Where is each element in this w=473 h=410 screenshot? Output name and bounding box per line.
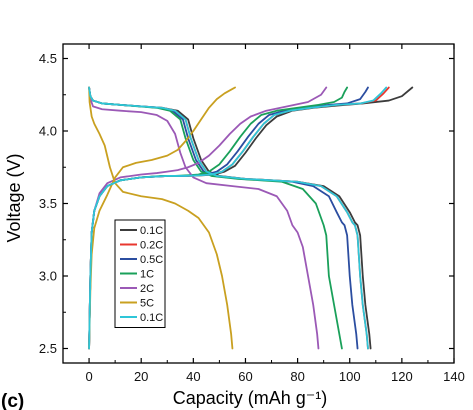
legend: 0.1C 0.2C 0.5C 1C 2C 5C 0.1C <box>114 219 166 328</box>
discharge-curve <box>88 86 234 350</box>
series-5 <box>88 86 236 350</box>
curves-group <box>88 86 414 350</box>
x-tick-label: 80 <box>290 369 304 384</box>
x-tick-label: 40 <box>186 369 200 384</box>
y-tick-label: 3.5 <box>39 196 57 211</box>
legend-label: 0.2C <box>140 240 163 252</box>
x-tick-label: 0 <box>85 369 92 384</box>
legend-label: 5C <box>140 298 154 310</box>
panel-label: (c) <box>1 391 24 410</box>
x-tick-label: 20 <box>134 369 148 384</box>
legend-label: 2C <box>140 283 154 295</box>
x-tick-label: 100 <box>339 369 361 384</box>
y-tick-label: 4.0 <box>39 124 57 139</box>
charge-curve <box>88 86 388 350</box>
x-tick-label: 140 <box>443 369 465 384</box>
y-tick-label: 2.5 <box>39 341 57 356</box>
x-axis-title: Capacity (mAh g⁻¹) <box>173 388 328 408</box>
y-tick-label: 4.5 <box>39 51 57 66</box>
legend-label: 0.1C <box>140 312 163 324</box>
x-tick-label: 120 <box>391 369 413 384</box>
series-6 <box>88 86 388 350</box>
y-tick-label: 3.0 <box>39 269 57 284</box>
discharge-curve <box>88 86 369 350</box>
charge-curve <box>88 86 236 350</box>
legend-label: 1C <box>140 269 154 281</box>
x-tick-label: 60 <box>238 369 252 384</box>
y-axis-title: Voltage (V) <box>4 153 24 242</box>
legend-label: 0.5C <box>140 254 163 266</box>
axes-group: 0 20 40 60 80 100 120 140 2.5 3.0 3.5 4.0 4.5 <box>39 44 465 384</box>
legend-label: 0.1C <box>140 225 163 237</box>
discharge-curve <box>88 86 320 350</box>
